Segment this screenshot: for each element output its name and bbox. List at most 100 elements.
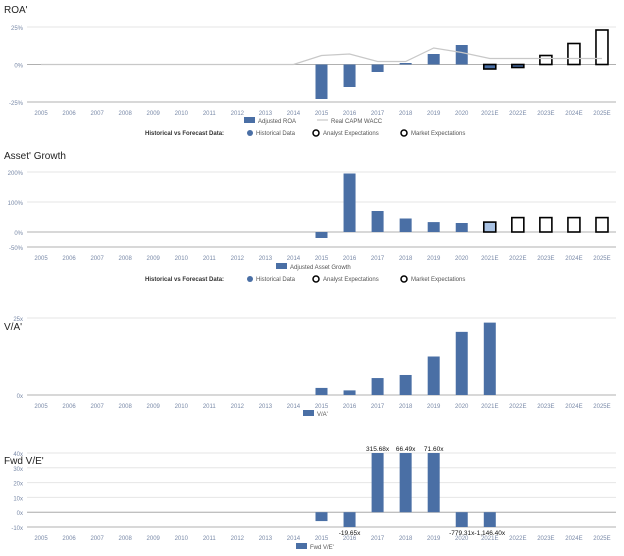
chart1-bar: [539, 54, 553, 66]
chart2-legend-label: Adjusted Asset Growth: [290, 265, 351, 271]
chart4-data-label: -1,146.40x: [474, 530, 505, 537]
chart3-bar: [315, 387, 328, 395]
chart2-legend-market-label: Market Expectations: [411, 277, 465, 283]
chart1-bar: [567, 42, 581, 66]
chart1-y-tick-label: 0%: [14, 64, 23, 70]
chart3-x-tick-label: 2018: [399, 404, 413, 410]
chart3-legend-label: V/A': [317, 412, 328, 418]
chart4-x-tick-label: 2016: [343, 536, 357, 542]
chart2-hist-forecast-label: Historical vs Forecast Data:: [145, 277, 224, 283]
chart1-legend-analyst-dot: [312, 129, 320, 137]
chart4-x-tick-label: 2006: [62, 536, 76, 542]
chart4-y-tick-label: 10x: [13, 496, 23, 502]
chart2-y-tick-label: 100%: [8, 201, 24, 207]
chart4-x-tick-label: 2024E: [565, 536, 582, 542]
chart3-x-tick-label: 2016: [343, 404, 357, 410]
chart1-x-tick-label: 2011: [203, 111, 217, 117]
chart4-x-tick-label: 2018: [399, 536, 413, 542]
chart2-x-tick-label: 2011: [203, 256, 217, 262]
chart2-x-tick-label: 2012: [231, 256, 245, 262]
chart4-x-tick-label: 2009: [147, 536, 161, 542]
chart2-y-tick-label: 200%: [8, 171, 24, 177]
chart3-bar: [483, 322, 496, 395]
chart3-x-tick-label: 2006: [62, 404, 76, 410]
chart1-x-tick-label: 2018: [399, 111, 413, 117]
chart2-x-tick-label: 2020: [455, 256, 469, 262]
chart2-x-tick-label: 2006: [62, 256, 76, 262]
chart2-x-tick-label: 2015: [315, 256, 329, 262]
chart4-data-label: 71.60x: [424, 446, 444, 453]
chart2-x-tick-label: 2014: [287, 256, 301, 262]
chart4-bar: [315, 512, 328, 522]
chart1-x-tick-label: 2009: [147, 111, 161, 117]
chart1-x-tick-label: 2025E: [593, 111, 610, 117]
chart1-x-tick-label: 2012: [231, 111, 245, 117]
chart1-bar: [595, 29, 609, 66]
chart2-legend-analyst-label: Analyst Expectations: [323, 277, 379, 283]
chart4-y-tick-label: 40x: [13, 452, 23, 458]
chart2-y-tick-label: -50%: [9, 246, 24, 252]
chart4-bar: [371, 453, 384, 513]
chart3-x-tick-label: 2017: [371, 404, 385, 410]
chart1-hist-forecast-label: Historical vs Forecast Data:: [145, 131, 224, 137]
chart2-title: Asset' Growth: [4, 151, 66, 162]
chart1-bar: [455, 45, 468, 65]
chart2-bar: [343, 173, 356, 232]
chart1-x-tick-label: 2013: [259, 111, 273, 117]
chart1-wacc-line: [41, 47, 602, 66]
chart4-x-tick-label: 2011: [203, 536, 217, 542]
chart4-x-tick-label: 2010: [175, 536, 189, 542]
chart3-x-tick-label: 2023E: [537, 404, 554, 410]
chart4-x-tick-label: 2012: [231, 536, 245, 542]
chart2-x-tick-label: 2019: [427, 256, 441, 262]
chart1-bar: [399, 63, 412, 65]
chart2-x-tick-label: 2016: [343, 256, 357, 262]
chart1-legend-historical-dot: [247, 130, 253, 136]
chart4-x-tick-label: 2017: [371, 536, 385, 542]
chart4-x-tick-label: 2019: [427, 536, 441, 542]
chart1-bar: [315, 64, 328, 99]
chart2-bar: [455, 223, 468, 232]
chart4-x-tick-label: 2020: [455, 536, 469, 542]
chart3-x-tick-label: 2014: [287, 404, 301, 410]
chart2-bar: [511, 216, 525, 233]
chart3-bar: [455, 331, 468, 395]
chart1-x-tick-label: 2010: [175, 111, 189, 117]
chart3-x-tick-label: 2008: [118, 404, 132, 410]
chart2-x-tick-label: 2017: [371, 256, 385, 262]
chart2-x-tick-label: 2009: [147, 256, 161, 262]
chart2-y-tick-label: 0%: [14, 231, 23, 237]
chart1-bar: [427, 54, 440, 65]
chart4-y-tick-label: -10x: [11, 526, 23, 532]
chart2-x-tick-label: 2010: [175, 256, 189, 262]
chart4-data-label: -19.65x: [339, 530, 361, 537]
chart3-legend-swatch-bar: [303, 410, 314, 416]
chart1-x-tick-label: 2017: [371, 111, 385, 117]
chart4-title: Fwd V/E': [4, 456, 44, 467]
chart3-y-tick-label: 0x: [17, 394, 23, 400]
chart4-data-label: 315.68x: [366, 446, 390, 453]
chart4-data-label: 66.49x: [396, 446, 416, 453]
chart2-x-tick-label: 2022E: [509, 256, 526, 262]
chart4-y-tick-label: 30x: [13, 467, 23, 473]
chart1-x-tick-label: 2006: [62, 111, 76, 117]
chart4-x-tick-label: 2023E: [537, 536, 554, 542]
chart3-x-tick-label: 2019: [427, 404, 441, 410]
chart2-bar: [371, 211, 384, 232]
chart2-bar: [567, 216, 581, 233]
chart2-bar: [539, 216, 553, 233]
chart3-x-tick-label: 2009: [147, 404, 161, 410]
chart2-legend-market-dot: [400, 275, 408, 283]
chart3-bar: [399, 374, 412, 395]
chart3-bar: [343, 390, 356, 395]
chart2-x-tick-label: 2025E: [593, 256, 610, 262]
chart3-y-tick-label: 25x: [13, 317, 23, 323]
chart1-legend-market-dot: [400, 129, 408, 137]
chart1-y-tick-label: 25%: [11, 26, 24, 32]
chart4-bar: [427, 453, 440, 513]
chart2-legend-historical-label: Historical Data: [256, 277, 296, 283]
chart2-bar: [482, 221, 497, 233]
chart1-x-tick-label: 2016: [343, 111, 357, 117]
chart3-x-tick-label: 2021E: [481, 404, 498, 410]
